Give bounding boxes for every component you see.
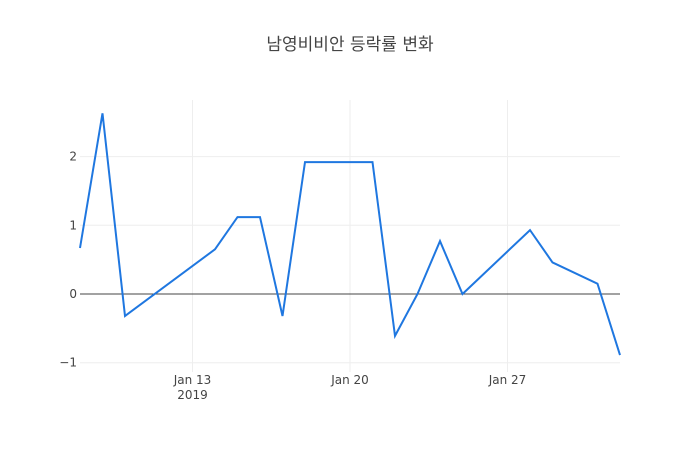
y-tick-label: −1 bbox=[59, 356, 77, 370]
x-tick-label: Jan 27 bbox=[488, 373, 527, 387]
series-line bbox=[79, 113, 621, 356]
gridlines bbox=[80, 100, 620, 372]
x-tick-label: Jan 13 bbox=[173, 373, 212, 387]
y-tick-label: 1 bbox=[69, 218, 77, 232]
x-tick-label: Jan 20 bbox=[330, 373, 369, 387]
y-axis-ticks: 2 1 0 −1 bbox=[59, 150, 77, 370]
x-tick-year-label: 2019 bbox=[177, 388, 208, 402]
chart-title: 남영비비안 등락률 변화 bbox=[266, 35, 434, 55]
y-tick-label: 2 bbox=[69, 150, 77, 164]
y-tick-label: 0 bbox=[69, 287, 77, 301]
